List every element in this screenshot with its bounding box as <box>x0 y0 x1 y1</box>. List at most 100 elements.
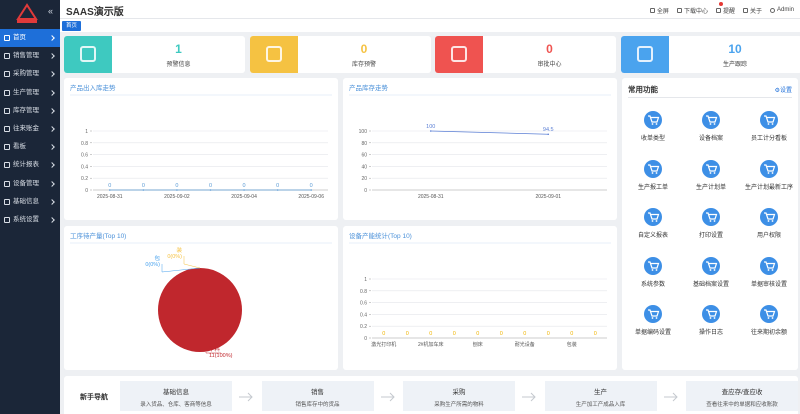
step-desc: 查看往来中的单据和应收账款 <box>706 402 778 408</box>
value-label: 0 <box>429 331 432 337</box>
menu-item[interactable]: 库存管理 <box>0 102 60 120</box>
function-icon <box>760 256 778 275</box>
stat-icon <box>435 36 483 73</box>
step-desc: 采购生产所需的物料 <box>434 402 484 408</box>
cart <box>648 309 660 317</box>
wheel <box>709 220 712 222</box>
stat-card[interactable]: 10 生产跟踪 <box>620 36 800 73</box>
menu-item[interactable]: 设备管理 <box>0 175 60 193</box>
menu-label: 首页 <box>13 34 26 41</box>
icon-bg <box>644 159 662 178</box>
icon-bg <box>702 111 720 129</box>
action[interactable]: 关于 <box>742 5 762 15</box>
y-tick-label: 0.8 <box>81 141 88 147</box>
icon-bg <box>644 111 662 129</box>
wheel <box>767 317 770 319</box>
wheel <box>713 220 716 222</box>
function-icon <box>760 208 778 226</box>
menu-item[interactable]: 基础信息 <box>0 193 60 211</box>
slice-label: 0(0%) <box>145 262 160 268</box>
menu-item[interactable]: 采购管理 <box>0 65 60 83</box>
action[interactable]: 提醒 <box>715 2 735 15</box>
panel-title: 常用功能 <box>628 85 658 94</box>
function-item[interactable]: 单据审核设置 <box>740 256 798 288</box>
tab[interactable]: 首页 <box>62 21 82 31</box>
icon-bg <box>760 305 778 323</box>
menu-label: 基础信息 <box>13 197 39 205</box>
menu-icon <box>4 180 10 187</box>
guide-step[interactable]: 查应存/查应收 查看往来中的单据和应收账款 <box>686 381 798 411</box>
y-tick-label: 1 <box>85 129 88 135</box>
menu-label: 销售管理 <box>13 52 39 60</box>
action-icon <box>676 7 682 13</box>
function-label: 单据编码设置 <box>634 330 671 336</box>
cart <box>764 115 776 123</box>
guide-step[interactable]: 销售 销售库存中的货品 <box>261 381 374 411</box>
function-item[interactable]: 单据编码设置 <box>624 305 682 336</box>
function-item[interactable]: 用户权限 <box>740 208 798 239</box>
menu-item[interactable]: 系统设置 <box>0 211 60 229</box>
guide-step[interactable]: 基础信息 录入货品、仓库、客商等信息 <box>120 381 232 411</box>
action-label: 提醒 <box>722 8 735 15</box>
menu-item[interactable]: 首页 <box>0 29 60 47</box>
menu-label: 设备管理 <box>13 179 39 187</box>
guide-step[interactable]: 生产 生产加工产成品入库 <box>544 381 657 411</box>
function-item[interactable]: 员工计分看板 <box>740 111 798 142</box>
leader-line <box>161 264 201 273</box>
function-item[interactable]: 打印设置 <box>682 208 740 239</box>
cart <box>706 260 718 269</box>
function-item[interactable]: 生产计划最新工序 <box>740 159 798 191</box>
top-bar: SAAS演示版 全屏 下载中心 提醒 关于 Admin <box>60 0 800 18</box>
icon-bg <box>702 256 720 275</box>
function-item[interactable]: 设备档案 <box>682 111 740 142</box>
function-item[interactable]: 自定义报表 <box>624 208 682 239</box>
stat-label: 库存预警 <box>351 62 376 68</box>
wheel <box>651 317 654 319</box>
stat-label: 预警信息 <box>166 62 191 68</box>
value-label: 0 <box>406 331 409 337</box>
menu-item[interactable]: 生产管理 <box>0 84 60 102</box>
menu-arrow <box>49 217 55 223</box>
menu-arrow <box>49 53 55 60</box>
chart-title: 产品出入库走势 <box>70 83 116 92</box>
menu-arrow <box>49 71 55 78</box>
stat-card[interactable]: 1 预警信息 <box>64 36 245 73</box>
menu-item[interactable]: 统计报表 <box>0 156 60 174</box>
menu-item[interactable]: 往来账金 <box>0 120 60 138</box>
action[interactable]: 全屏 <box>649 5 669 15</box>
stat-card[interactable]: 0 审批中心 <box>435 36 616 73</box>
settings-link[interactable]: ⚙设置 <box>775 85 792 94</box>
cart <box>648 115 660 123</box>
menu-icon <box>4 126 10 132</box>
action[interactable]: Admin <box>769 5 794 15</box>
function-item[interactable]: 收单类型 <box>624 111 682 142</box>
action[interactable]: 下载中心 <box>676 5 708 15</box>
step-desc: 录入货品、仓库、客商等信息 <box>140 402 212 408</box>
guide-step[interactable]: 采购 采购生产所需的物料 <box>403 381 515 411</box>
function-icon <box>644 111 662 129</box>
collapse[interactable]: « <box>48 6 54 16</box>
value-label: 0 <box>594 331 597 337</box>
function-label: 单据审核设置 <box>750 281 787 288</box>
chart: 设备产能统计(Top 10) 0 0.2 0.4 0.6 0.8 1 激光打印机 2#机加车床 刨… <box>349 231 611 348</box>
action-icon <box>649 7 655 13</box>
function-item[interactable]: 往来期初余额 <box>740 305 798 336</box>
y-tick-label: 0 <box>364 336 367 342</box>
menu-item[interactable]: 看板 <box>0 138 60 156</box>
point <box>209 189 212 191</box>
menu-label: 系统设置 <box>13 216 39 223</box>
function-item[interactable]: 生产报工单 <box>624 159 682 191</box>
function-item[interactable]: 生产计划单 <box>682 159 740 191</box>
function-item[interactable]: 系统参数 <box>624 256 682 288</box>
arrow-shape <box>663 392 678 402</box>
stat-card[interactable]: 0 库存预警 <box>249 36 431 73</box>
action-label: 下载中心 <box>683 8 708 15</box>
cart <box>764 212 776 220</box>
menu-icon <box>4 198 10 205</box>
menu-item[interactable]: 销售管理 <box>0 47 60 65</box>
action-label: 关于 <box>749 8 762 15</box>
settings-text: 设置 <box>779 88 792 94</box>
function-item[interactable]: 操作日志 <box>682 305 740 336</box>
function-item[interactable]: 基础档案设置 <box>682 256 740 288</box>
